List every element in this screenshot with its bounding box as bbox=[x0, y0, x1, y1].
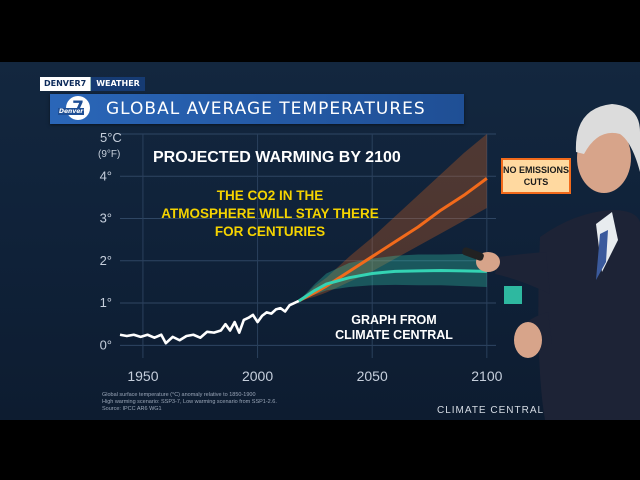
x-tick-label: 2100 bbox=[471, 368, 502, 384]
source-note-line-1: GRAPH FROM bbox=[351, 313, 436, 327]
presenter-suit bbox=[538, 210, 640, 420]
y-tick-label: 3° bbox=[100, 211, 112, 226]
band-low bbox=[298, 254, 487, 301]
presenter-figure bbox=[462, 104, 640, 420]
footnote: Global surface temperature (°C) anomaly … bbox=[102, 392, 277, 412]
source-note-line-2: CLIMATE CENTRAL bbox=[335, 328, 453, 342]
station-section: WEATHER bbox=[90, 77, 145, 91]
band-high bbox=[298, 134, 487, 301]
annotation-line-2: ATMOSPHERE WILL STAY THERE bbox=[161, 206, 379, 221]
annotation-line-3: FOR CENTURIES bbox=[215, 224, 325, 239]
axis-labels: 0° 1° 2° 3° 4° 1950 2000 2050 2100 bbox=[100, 168, 503, 384]
annotation-line-1: THE CO2 IN THE bbox=[217, 188, 324, 203]
footnote-line-3: Source: IPCC AR6 WG1 bbox=[102, 406, 162, 412]
series-line-observed bbox=[119, 299, 300, 345]
presenter-arm bbox=[495, 252, 550, 294]
footnote-line-1: Global surface temperature (°C) anomaly … bbox=[102, 392, 256, 398]
scenario-label-box bbox=[501, 158, 571, 194]
footnote-line-2: High warming scenario: SSP3-7, Low warmi… bbox=[102, 399, 277, 405]
presenter-hair bbox=[575, 104, 640, 172]
scenario-label-line-1: NO EMISSIONS bbox=[503, 165, 569, 175]
grid-lines bbox=[120, 133, 496, 358]
credit-text: CLIMATE CENTRAL bbox=[437, 405, 544, 416]
station-brand: DENVER7 bbox=[40, 77, 91, 91]
series-line-high bbox=[298, 177, 488, 303]
station-tag: DENVER7 WEATHER bbox=[40, 77, 145, 91]
clicker-remote-icon bbox=[462, 247, 484, 261]
presenter-tie bbox=[596, 230, 608, 280]
co2-annotation: THE CO2 IN THE ATMOSPHERE WILL STAY THER… bbox=[161, 188, 379, 239]
temperature-chart: 0° 1° 2° 3° 4° 1950 2000 2050 2100 5°C (9°F) PRO… bbox=[98, 130, 571, 416]
x-tick-label: 2000 bbox=[242, 368, 273, 384]
y-unit-label: 5°C bbox=[100, 130, 122, 145]
scenario-label-line-2: CUTS bbox=[524, 177, 549, 187]
presenter-lower-hand bbox=[514, 322, 542, 358]
uncertainty-bands bbox=[298, 134, 487, 301]
scenario-label-low-tag bbox=[504, 286, 522, 304]
y-tick-label: 4° bbox=[100, 168, 112, 183]
page-title: GLOBAL AVERAGE TEMPERATURES bbox=[106, 99, 426, 119]
scenario-label-high: NO EMISSIONS CUTS bbox=[501, 158, 571, 194]
title-bar: 7 Denver GLOBAL AVERAGE TEMPERATURES bbox=[50, 94, 464, 124]
climate-central-credit: CLIMATE CENTRAL bbox=[437, 405, 544, 416]
y-unit-alt-label: (9°F) bbox=[98, 149, 120, 160]
chart-title: PROJECTED WARMING BY 2100 bbox=[153, 149, 401, 166]
broadcast-frame: DENVER7 WEATHER 7 Denver GLOBAL AVERAGE … bbox=[0, 62, 640, 420]
series-line-low bbox=[298, 269, 487, 303]
y-tick-label: 2° bbox=[100, 253, 112, 268]
x-tick-label: 1950 bbox=[127, 368, 158, 384]
series-lines bbox=[119, 177, 488, 345]
x-tick-label: 2050 bbox=[357, 368, 388, 384]
graph-source-note: GRAPH FROM CLIMATE CENTRAL bbox=[335, 313, 453, 342]
logo-word: Denver bbox=[58, 108, 85, 115]
channel-7-logo: 7 Denver bbox=[58, 96, 94, 122]
y-tick-label: 1° bbox=[100, 295, 112, 310]
y-tick-label: 0° bbox=[100, 337, 112, 352]
